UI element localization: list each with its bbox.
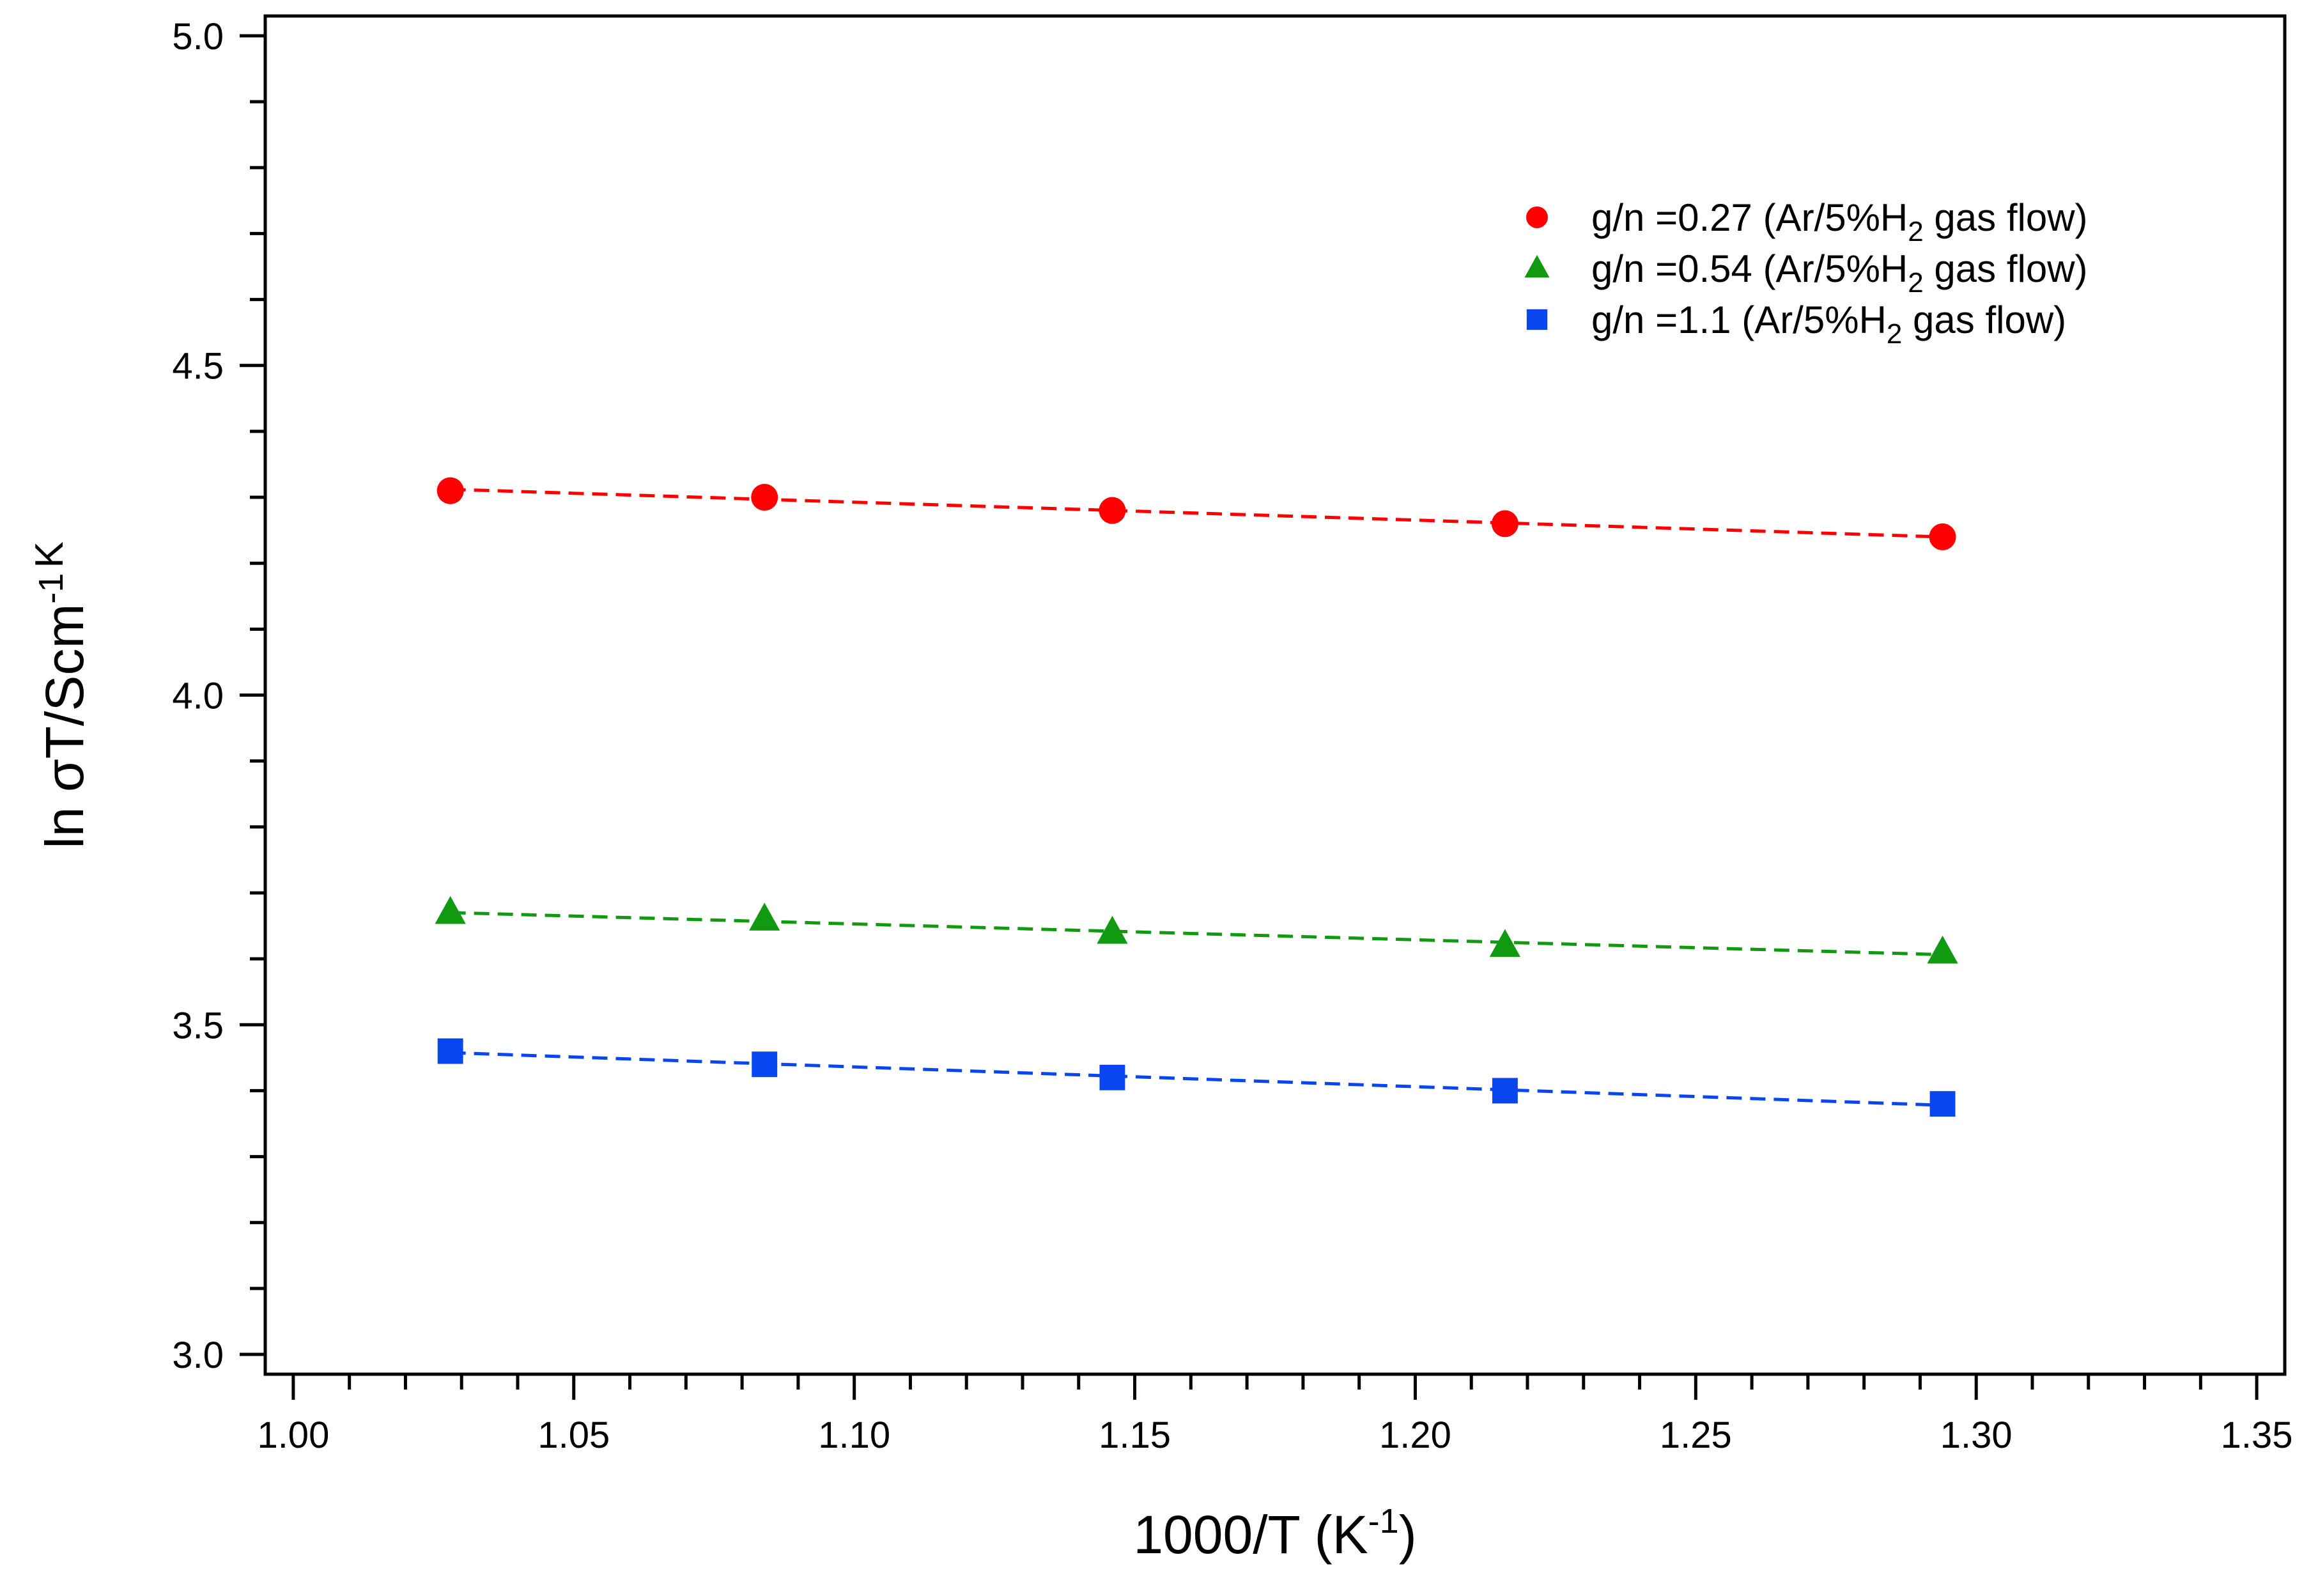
x-tick-label: 1.15 [1099,1414,1171,1456]
x-tick-label: 1.25 [1660,1414,1732,1456]
series-1-fit-line [450,488,1943,539]
series-1 [437,477,1956,550]
legend-item-2: g/n =0.54 (Ar/5%H2 gas flow) [1524,247,2088,298]
legend-label-2: g/n =0.54 (Ar/5%H2 gas flow) [1591,247,2088,298]
y-axis: 3.0 3.5 4.0 4.5 5.0 [172,16,265,1376]
legend-marker-3 [1526,309,1548,330]
y-tick-label: 4.5 [172,346,224,387]
x-tick-label: 1.10 [818,1414,890,1456]
legend-label-subscript: 2 [1908,216,1923,247]
legend-label-1: g/n =0.27 (Ar/5%H2 gas flow) [1591,196,2088,247]
x-axis-title-main: 1000/T (K [1133,1505,1368,1565]
x-tick-label: 1.00 [257,1414,329,1456]
legend-label-text: g/n =0.54 (Ar/5%H [1591,247,1908,290]
series-1-point [437,477,464,504]
legend-label-subscript: 2 [1908,267,1923,298]
legend: g/n =0.27 (Ar/5%H2 gas flow)g/n =0.54 (A… [1524,196,2088,350]
legend-label-text: gas flow) [1902,298,2066,341]
y-axis-title-main: ln σT/Scm [35,604,95,849]
legend-item-3: g/n =1.1 (Ar/5%H2 gas flow) [1526,298,2066,350]
series-2-point [1927,935,1958,964]
series-3-point [437,1038,463,1064]
y-tick-label: 3.5 [172,1005,224,1046]
legend-label-text: g/n =1.1 (Ar/5%H [1591,298,1887,341]
y-axis-title-superscript: -1 [32,573,70,604]
legend-item-1: g/n =0.27 (Ar/5%H2 gas flow) [1526,196,2088,247]
x-axis-title: 1000/T (K-1) [1133,1502,1416,1565]
legend-label-text: g/n =0.27 (Ar/5%H [1591,196,1908,239]
series-2-point [1489,929,1521,957]
legend-label-text: gas flow) [1924,196,2088,239]
series-2 [435,895,1958,964]
y-tick-label: 5.0 [172,16,224,58]
y-axis-title-unit: K [27,541,72,568]
series-1-point [1099,497,1126,524]
series-layer [435,477,1958,1117]
legend-marker-1 [1526,206,1548,228]
series-2-point [749,903,780,931]
y-tick-label: 3.0 [172,1335,224,1376]
x-tick-label: 1.20 [1379,1414,1451,1456]
x-axis-title-close: ) [1399,1505,1417,1565]
y-axis-title: ln σT/Scm-1 K [27,541,95,849]
series-2-fit-line [450,911,1943,957]
legend-marker-2 [1524,254,1550,278]
y-tick-label: 4.0 [172,676,224,717]
x-axis: 1.00 1.05 1.10 1.15 1.20 1.25 1.30 1.35 [257,1374,2293,1456]
series-2-point [435,895,466,924]
legend-label-subscript: 2 [1887,318,1902,350]
series-1-point [1491,510,1518,538]
series-3-point [1492,1078,1518,1104]
legend-label-3: g/n =1.1 (Ar/5%H2 gas flow) [1591,298,2066,350]
series-1-point [1929,523,1956,550]
legend-label-text: gas flow) [1924,247,2088,290]
series-3-point [1929,1091,1956,1117]
x-axis-title-superscript: -1 [1368,1502,1399,1540]
x-tick-label: 1.30 [1940,1414,2013,1456]
series-3 [437,1038,1956,1117]
x-tick-label: 1.05 [537,1414,610,1456]
series-2-point [1097,915,1128,944]
series-3-point [752,1051,778,1078]
x-tick-label: 1.35 [2221,1414,2293,1456]
series-3-point [1099,1064,1125,1090]
series-3-fit-line [450,1051,1943,1107]
series-1-point [751,484,778,511]
